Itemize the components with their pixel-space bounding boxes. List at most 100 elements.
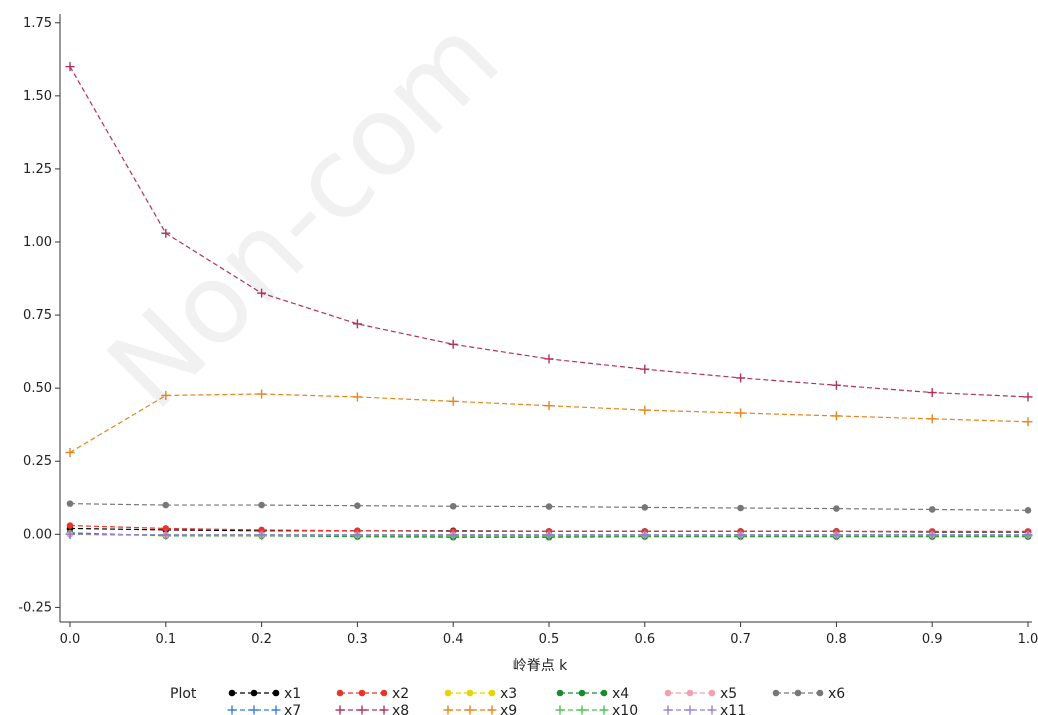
legend-item-x7: x7 xyxy=(227,703,301,715)
x-tick-label: 0.2 xyxy=(251,632,272,647)
legend-marker xyxy=(272,689,280,697)
legend: Plot x1 x2 x3 x4 x5 x6 x7 x8 x9 x10 x11 xyxy=(170,686,845,715)
point-x11-2 xyxy=(257,530,267,540)
point-x11-1 xyxy=(161,530,171,540)
point-x8-2 xyxy=(257,288,267,298)
legend-item-x8: x8 xyxy=(335,703,409,715)
legend-marker xyxy=(600,689,608,697)
point-x9-1 xyxy=(161,390,171,400)
y-tick-label: 0.75 xyxy=(23,308,52,323)
point-x9-4 xyxy=(448,396,458,406)
legend-label: x11 xyxy=(720,703,746,715)
legend-item-x11: x11 xyxy=(663,703,746,715)
legend-marker xyxy=(227,705,237,715)
legend-marker xyxy=(685,705,695,715)
legend-marker xyxy=(707,705,717,715)
point-x9-0 xyxy=(65,447,75,457)
point-x6-3 xyxy=(354,502,361,509)
x-tick-label: 0.8 xyxy=(826,632,847,647)
legend-marker xyxy=(578,689,586,697)
x-tick-label: 0.7 xyxy=(730,632,751,647)
x-tick-label: 0.4 xyxy=(443,632,464,647)
point-x6-6 xyxy=(641,504,649,511)
legend-marker xyxy=(686,689,694,697)
y-tick-label: 1.75 xyxy=(23,16,52,31)
point-x6-9 xyxy=(928,506,936,513)
legend-item-x3: x3 xyxy=(444,686,517,702)
legend-marker xyxy=(466,689,474,697)
legend-item-x10: x10 xyxy=(555,703,638,715)
point-x11-4 xyxy=(448,530,458,540)
point-x6-4 xyxy=(449,502,457,510)
point-x9-5 xyxy=(544,401,554,411)
legend-label: x6 xyxy=(828,686,845,702)
y-tick-label: 0.00 xyxy=(23,527,52,542)
x-tick-label: 0.6 xyxy=(634,632,655,647)
series-x11 xyxy=(65,529,1033,540)
point-x8-10 xyxy=(1023,392,1033,402)
legend-marker xyxy=(336,689,344,697)
point-x8-5 xyxy=(544,354,554,364)
x-tick-label: 0.3 xyxy=(347,632,368,647)
legend-label: x8 xyxy=(392,703,409,715)
x-tick-label: 0.0 xyxy=(60,632,81,647)
legend-marker xyxy=(358,689,366,697)
x-axis-title: 岭脊点 k xyxy=(513,658,568,674)
point-x11-0 xyxy=(65,529,75,539)
legend-label: x7 xyxy=(284,703,301,715)
series-x8 xyxy=(65,62,1033,402)
legend-item-x9: x9 xyxy=(443,703,517,715)
watermark: Non-com xyxy=(83,0,523,433)
legend-item-x5: x5 xyxy=(664,686,737,702)
y-tick-label: 1.25 xyxy=(23,162,52,177)
axes: -0.25 0.00 0.25 0.50 0.75 1.00 1.25 1.50 1.75 0.0… xyxy=(18,14,1038,647)
legend-item-x6: x6 xyxy=(772,686,845,702)
y-tick-label: -0.25 xyxy=(18,600,52,615)
x-tick-label: 0.5 xyxy=(539,632,560,647)
legend-marker xyxy=(357,705,367,715)
x-tick-label: 0.1 xyxy=(155,632,176,647)
point-x8-6 xyxy=(640,364,650,374)
legend-item-x4: x4 xyxy=(556,686,629,702)
point-x8-0 xyxy=(65,62,75,72)
point-x8-3 xyxy=(352,319,362,329)
point-x9-3 xyxy=(352,392,362,402)
point-x8-9 xyxy=(927,388,937,398)
point-x6-7 xyxy=(737,504,744,512)
x-tick-label: 1.0 xyxy=(1018,632,1038,647)
legend-marker xyxy=(465,705,475,715)
point-x9-6 xyxy=(640,405,650,415)
legend-item-x2: x2 xyxy=(336,686,409,702)
legend-label: x3 xyxy=(500,686,517,702)
legend-label: x4 xyxy=(612,686,629,702)
point-x8-4 xyxy=(448,339,458,349)
series-x9 xyxy=(65,389,1033,457)
legend-marker xyxy=(772,689,780,697)
legend-marker xyxy=(794,689,802,697)
y-tick-label: 0.50 xyxy=(23,381,52,396)
legend-marker xyxy=(816,689,824,697)
point-x6-10 xyxy=(1024,507,1032,514)
point-x2-2 xyxy=(258,526,265,534)
legend-label: x5 xyxy=(720,686,737,702)
legend-item-x1: x1 xyxy=(228,686,301,702)
point-x6-0 xyxy=(66,500,74,507)
point-x9-10 xyxy=(1023,417,1033,427)
point-x11-10 xyxy=(1023,530,1033,540)
series-x6 xyxy=(66,500,1032,514)
point-x6-5 xyxy=(545,503,553,510)
series-layer xyxy=(65,62,1033,541)
point-x11-7 xyxy=(736,530,746,540)
y-tick-label: 0.25 xyxy=(23,454,52,469)
point-x9-7 xyxy=(736,408,746,418)
legend-label: x10 xyxy=(612,703,638,715)
legend-marker xyxy=(379,705,389,715)
point-x2-0 xyxy=(66,522,74,529)
legend-marker xyxy=(599,705,609,715)
point-x11-5 xyxy=(544,530,554,540)
legend-marker xyxy=(487,705,497,715)
point-x8-8 xyxy=(831,380,841,390)
legend-marker xyxy=(249,705,259,715)
legend-label: x2 xyxy=(392,686,409,702)
